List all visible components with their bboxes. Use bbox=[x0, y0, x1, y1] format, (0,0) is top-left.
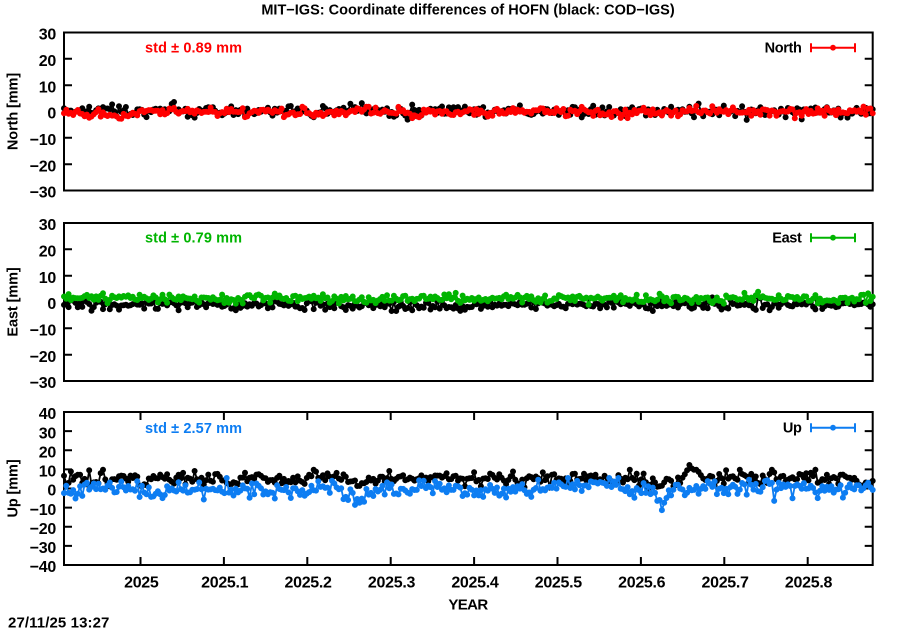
svg-text:−20: −20 bbox=[30, 158, 57, 175]
svg-text:2025.5: 2025.5 bbox=[535, 575, 583, 592]
svg-text:27/11/25 13:27: 27/11/25 13:27 bbox=[8, 615, 110, 631]
svg-text:2025.2: 2025.2 bbox=[285, 575, 333, 592]
svg-text:Up: Up bbox=[783, 421, 802, 437]
svg-text:−10: −10 bbox=[30, 502, 57, 519]
svg-text:−20: −20 bbox=[30, 349, 57, 366]
svg-text:East [mm]: East [mm] bbox=[6, 267, 22, 336]
svg-text:2025.3: 2025.3 bbox=[368, 575, 416, 592]
svg-text:North: North bbox=[765, 41, 802, 57]
svg-text:20: 20 bbox=[39, 53, 57, 70]
svg-text:std ± 0.89 mm: std ± 0.89 mm bbox=[145, 41, 242, 57]
svg-text:2025.7: 2025.7 bbox=[702, 575, 750, 592]
svg-text:−10: −10 bbox=[30, 132, 57, 149]
svg-text:30: 30 bbox=[39, 27, 57, 44]
svg-text:−30: −30 bbox=[30, 540, 57, 557]
svg-text:20: 20 bbox=[39, 244, 57, 261]
svg-text:2025: 2025 bbox=[124, 575, 159, 592]
svg-text:0: 0 bbox=[47, 296, 56, 313]
svg-text:2025.4: 2025.4 bbox=[451, 575, 499, 592]
svg-text:North [mm]: North [mm] bbox=[6, 73, 22, 150]
svg-text:std ± 0.79 mm: std ± 0.79 mm bbox=[145, 231, 242, 247]
svg-text:10: 10 bbox=[39, 464, 57, 481]
svg-text:−30: −30 bbox=[30, 375, 57, 392]
svg-text:−20: −20 bbox=[30, 521, 57, 538]
svg-text:std ± 2.57 mm: std ± 2.57 mm bbox=[145, 421, 242, 437]
svg-text:Up [mm]: Up [mm] bbox=[6, 459, 22, 517]
svg-text:10: 10 bbox=[39, 79, 57, 96]
svg-text:−30: −30 bbox=[30, 185, 57, 202]
svg-text:−10: −10 bbox=[30, 323, 57, 340]
svg-text:0: 0 bbox=[47, 483, 56, 500]
svg-text:10: 10 bbox=[39, 270, 57, 287]
svg-text:40: 40 bbox=[39, 406, 57, 423]
svg-text:20: 20 bbox=[39, 444, 57, 461]
svg-text:2025.6: 2025.6 bbox=[618, 575, 666, 592]
svg-text:−40: −40 bbox=[30, 559, 57, 576]
svg-text:0: 0 bbox=[47, 106, 56, 123]
svg-text:East: East bbox=[772, 231, 802, 247]
svg-text:2025.8: 2025.8 bbox=[785, 575, 833, 592]
svg-text:MIT−IGS: Coordinate difference: MIT−IGS: Coordinate differences of HOFN … bbox=[261, 3, 674, 19]
svg-text:YEAR: YEAR bbox=[448, 597, 488, 614]
svg-text:30: 30 bbox=[39, 425, 57, 442]
svg-text:2025.1: 2025.1 bbox=[201, 575, 249, 592]
svg-text:30: 30 bbox=[39, 217, 57, 234]
